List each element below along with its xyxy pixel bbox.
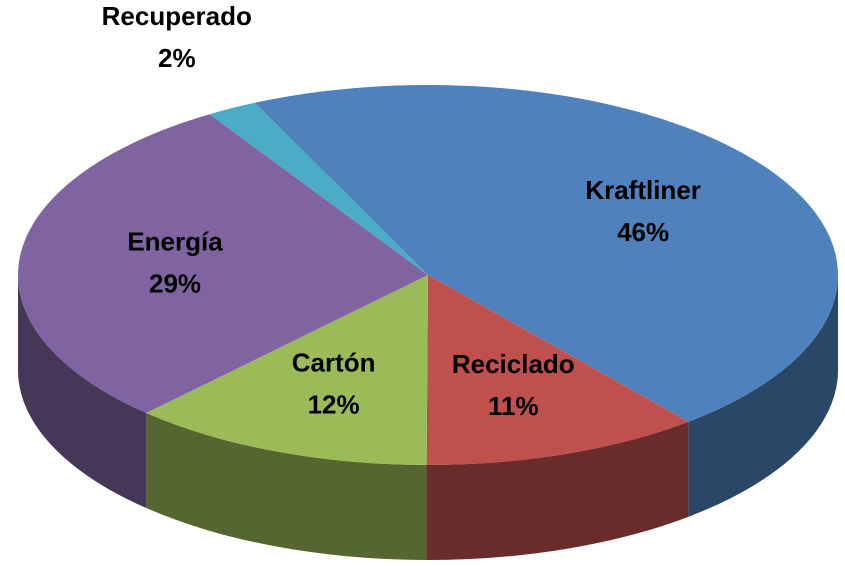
slice-label: Energía [127,226,223,256]
pie-slice [146,275,428,465]
slice-value: 29% [149,268,201,298]
pie-side [426,421,689,561]
pie-side [146,413,427,560]
pie-slice [254,85,839,422]
pie-slice [426,275,689,465]
slice-label: Cartón [292,347,376,377]
slice-value: 11% [488,391,539,421]
pie-slice [209,102,428,276]
pie-side [688,275,838,517]
slice-value: 12% [308,389,360,419]
slice-label: Recuperado [102,1,252,31]
slice-label: Reciclado [452,349,575,379]
pie-side-shade [146,413,427,560]
slice-value: 46% [617,217,669,247]
pie-slice [17,114,428,414]
pie-side-shade [18,275,147,509]
pie-side-shade [426,421,689,561]
slice-value: 2% [158,43,196,73]
pie-side [18,275,147,509]
pie-side-shade [688,275,838,517]
slice-label: Kraftliner [585,175,701,205]
